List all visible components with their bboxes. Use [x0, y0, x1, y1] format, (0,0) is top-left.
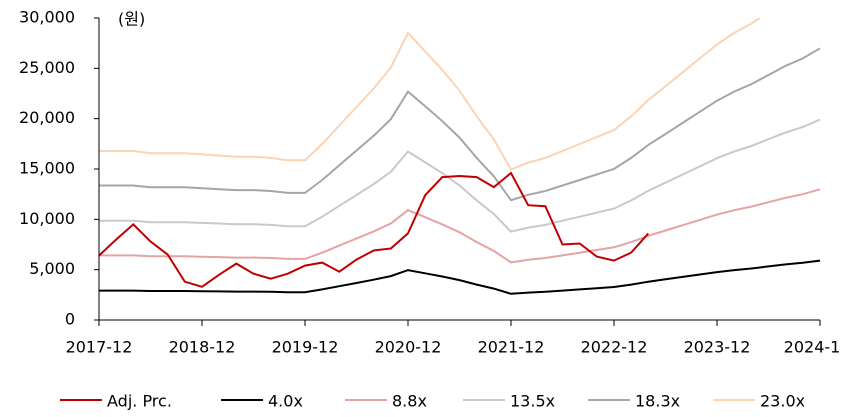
plot-area	[99, 18, 821, 295]
series-line	[99, 171, 650, 288]
y-tick-label: 10,000	[19, 209, 75, 228]
x-tick-label: 2020-12	[375, 338, 442, 357]
legend-label: 8.8x	[392, 392, 427, 411]
legend-label: 18.3x	[635, 392, 680, 411]
legend-label: Adj. Prc.	[107, 392, 172, 411]
y-tick-label: 20,000	[19, 108, 75, 127]
series-line	[99, 259, 821, 295]
y-tick-label: 25,000	[19, 58, 75, 77]
y-tick-label: 15,000	[19, 159, 75, 178]
y-tick-label: 5,000	[29, 259, 75, 278]
x-tick-label: 2019-12	[272, 338, 339, 357]
series-line	[99, 118, 821, 233]
x-tick-label: 2023-12	[684, 338, 751, 357]
x-tick-label: 2021-12	[478, 338, 545, 357]
x-tick-label: 2024-1	[784, 338, 841, 357]
x-tick-label: 2017-12	[66, 338, 133, 357]
series-line	[99, 18, 762, 171]
legend-label: 13.5x	[510, 392, 555, 411]
x-tick-label: 2018-12	[169, 338, 236, 357]
series-line	[99, 47, 821, 202]
legend-label: 4.0x	[268, 392, 303, 411]
unit-annotation: (원)	[118, 10, 145, 29]
y-tick-label: 0	[65, 310, 75, 329]
y-tick-label: 30,000	[19, 8, 75, 27]
x-tick-label: 2022-12	[581, 338, 648, 357]
series-line	[99, 188, 821, 264]
legend-label: 23.0x	[760, 392, 805, 411]
